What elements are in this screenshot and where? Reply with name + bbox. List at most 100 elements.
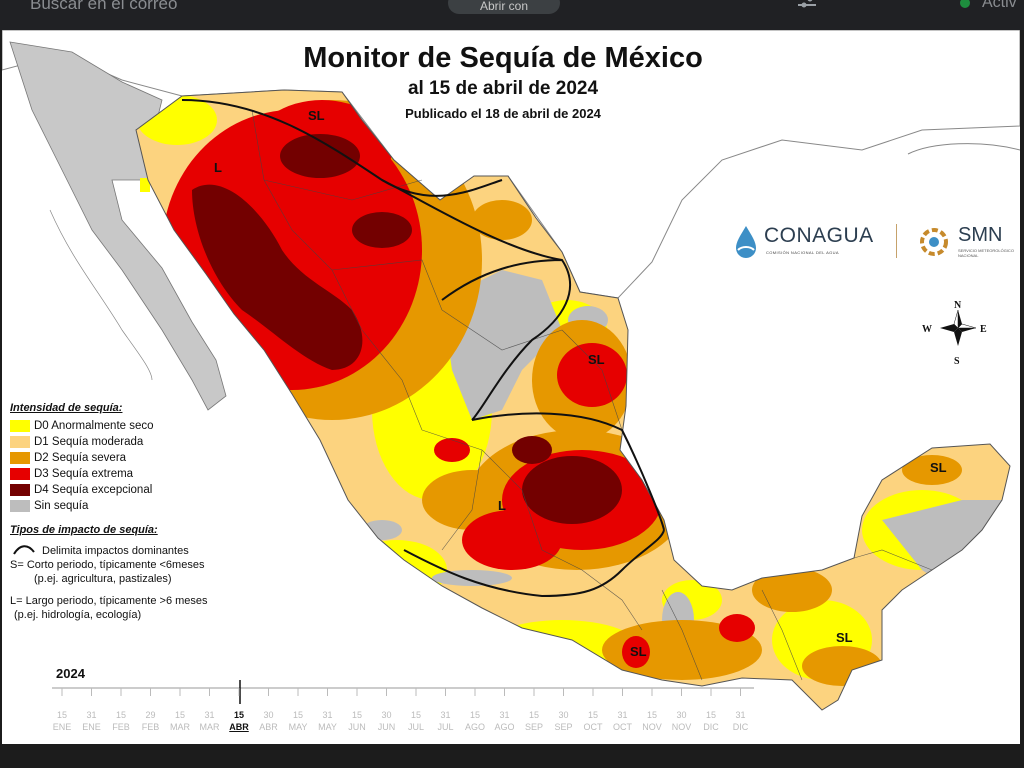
legend-heading: Intensidad de sequía: bbox=[10, 402, 123, 414]
timeline-month-label: ABR bbox=[259, 722, 278, 732]
timeline-month-label: DIC bbox=[732, 722, 749, 732]
logo-divider bbox=[896, 224, 897, 258]
open-with-button[interactable]: Abrir con bbox=[448, 0, 560, 14]
timeline-month-label: MAR bbox=[199, 722, 220, 732]
timeline-month-label: MAY bbox=[318, 722, 337, 732]
timeline-month-label: OCT bbox=[583, 722, 603, 732]
conagua-logo-icon bbox=[736, 226, 756, 258]
legend-item: D3 Sequía extrema bbox=[10, 466, 310, 482]
timeline-month-label: JUL bbox=[407, 722, 424, 732]
impact-short-label: S= Corto periodo, típicamente <6meses bbox=[10, 559, 205, 571]
status-dot-icon bbox=[960, 0, 970, 8]
mexico-drought-map: N S E W bbox=[2, 30, 1020, 744]
impact-line-swatch bbox=[13, 545, 35, 555]
map-published-date: Publicado el 18 de abril de 2024 bbox=[405, 106, 601, 121]
timeline-month-label: ABR bbox=[229, 722, 249, 732]
timeline-day-label: 30 bbox=[558, 710, 569, 720]
impact-heading: Tipos de impacto de sequía: bbox=[10, 524, 158, 536]
timeline-day-label: 31 bbox=[499, 710, 510, 720]
timeline-month-label: AGO bbox=[494, 722, 515, 732]
timeline-day-label: 29 bbox=[145, 710, 156, 720]
timeline-day-label: 15 bbox=[351, 710, 362, 720]
timeline-day-label: 15 bbox=[56, 710, 67, 720]
timeline-month-label: OCT bbox=[613, 722, 632, 732]
timeline-day-label: 15 bbox=[233, 710, 244, 720]
timeline-day-label: 15 bbox=[410, 710, 421, 720]
timeline-month-label: AGO bbox=[464, 722, 485, 732]
timeline-day-label: 15 bbox=[115, 710, 126, 720]
impact-legend: Tipos de impacto de sequía: Delimita imp… bbox=[10, 524, 310, 622]
drought-monitor-image: N S E W Monitor de Sequía de México al 1… bbox=[2, 30, 1020, 744]
filter-icon[interactable] bbox=[796, 0, 818, 10]
compass-north-label: N bbox=[954, 300, 962, 311]
email-toolbar: Buscar en el correo Abrir con Activ bbox=[0, 0, 1024, 30]
legend-item: Sin sequía bbox=[10, 498, 310, 514]
timeline-day-label: 15 bbox=[646, 710, 657, 720]
search-input[interactable]: Buscar en el correo bbox=[30, 0, 178, 13]
timeline-day-label: 31 bbox=[204, 710, 215, 720]
impact-long-examples: (p.ej. hidrología, ecología) bbox=[14, 609, 142, 621]
timeline-month-label: DIC bbox=[703, 722, 719, 732]
map-title: Monitor de Sequía de México bbox=[303, 42, 703, 74]
timeline-month-label: MAR bbox=[170, 722, 190, 732]
timeline-month-label: ENE bbox=[52, 722, 72, 732]
compass-west-label: W bbox=[922, 324, 932, 335]
region-label: SL bbox=[588, 352, 605, 367]
legend-item: D2 Sequía severa bbox=[10, 450, 310, 466]
smn-logo-text: SMN bbox=[958, 224, 1003, 246]
timeline-year: 2024 bbox=[56, 666, 85, 681]
smn-subtitle: SERVICIO METEOROLÓGICO NACIONAL bbox=[958, 248, 1014, 258]
legend-item: D0 Anormalmente seco bbox=[10, 418, 310, 434]
timeline-month-label: JUN bbox=[348, 722, 366, 732]
timeline-day-label: 31 bbox=[86, 710, 97, 720]
timeline-day-label: 30 bbox=[381, 710, 392, 720]
timeline-month-label: FEB bbox=[112, 722, 130, 732]
compass-rose-icon bbox=[940, 309, 977, 346]
region-label: SL bbox=[836, 630, 853, 645]
timeline-day-label: 31 bbox=[322, 710, 333, 720]
timeline-month-label: ENE bbox=[82, 722, 101, 732]
legend-item: D1 Sequía moderada bbox=[10, 434, 310, 450]
timeline-axis bbox=[52, 680, 754, 704]
timeline-month-label: NOV bbox=[642, 722, 662, 732]
status-text[interactable]: Activ bbox=[982, 0, 1017, 11]
region-label: SL bbox=[308, 108, 325, 123]
conagua-subtitle: COMISIÓN NACIONAL DEL AGUA bbox=[766, 250, 840, 255]
conagua-logo-text: CONAGUA bbox=[764, 224, 874, 247]
region-label: L bbox=[498, 498, 506, 513]
timeline-day-label: 15 bbox=[469, 710, 480, 720]
timeline-day-label: 15 bbox=[587, 710, 598, 720]
region-label: SL bbox=[930, 460, 947, 475]
map-subtitle: al 15 de abril de 2024 bbox=[407, 78, 599, 99]
region-label: SL bbox=[630, 644, 647, 659]
bottom-bar bbox=[0, 744, 1024, 768]
timeline-day-label: 31 bbox=[735, 710, 746, 720]
timeline-day-label: 31 bbox=[440, 710, 451, 720]
timeline-month-label: SEP bbox=[554, 722, 573, 732]
drought-legend: Intensidad de sequía: D0 Anormalmente se… bbox=[10, 402, 310, 514]
timeline-day-label: 15 bbox=[528, 710, 539, 720]
timeline-day-label: 31 bbox=[617, 710, 628, 720]
timeline-day-label: 15 bbox=[174, 710, 185, 720]
timeline-month-label: NOV bbox=[671, 722, 692, 732]
timeline-month-label: JUL bbox=[437, 722, 454, 732]
impact-short-examples: (p.ej. agricultura, pastizales) bbox=[34, 573, 172, 585]
timeline-day-label: 15 bbox=[292, 710, 303, 720]
agency-logos: CONAGUA COMISIÓN NACIONAL DEL AGUA SMN S… bbox=[730, 222, 1020, 272]
timeline-day-label: 30 bbox=[263, 710, 274, 720]
timeline-day-label: 30 bbox=[676, 710, 687, 720]
timeline-month-label: SEP bbox=[524, 722, 543, 732]
impact-line-label: Delimita impactos dominantes bbox=[42, 545, 189, 557]
timeline-month-label: MAY bbox=[288, 722, 308, 732]
region-label: L bbox=[214, 160, 222, 175]
impact-long-label: L= Largo periodo, típicamente >6 meses bbox=[10, 595, 208, 607]
baja-d0-patch bbox=[140, 178, 150, 192]
compass-south-label: S bbox=[954, 356, 960, 367]
timeline-month-label: FEB bbox=[141, 722, 160, 732]
smn-logo-icon bbox=[920, 228, 948, 256]
timeline: 2024 15 ENE 31 ENE 15 FEB 29 FEB 15 MAR 31 MAR 15 ABR… bbox=[2, 664, 1020, 744]
compass-east-label: E bbox=[980, 324, 987, 335]
timeline-day-label: 15 bbox=[705, 710, 716, 720]
timeline-month-label: JUN bbox=[377, 722, 396, 732]
legend-item: D4 Sequía excepcional bbox=[10, 482, 310, 498]
